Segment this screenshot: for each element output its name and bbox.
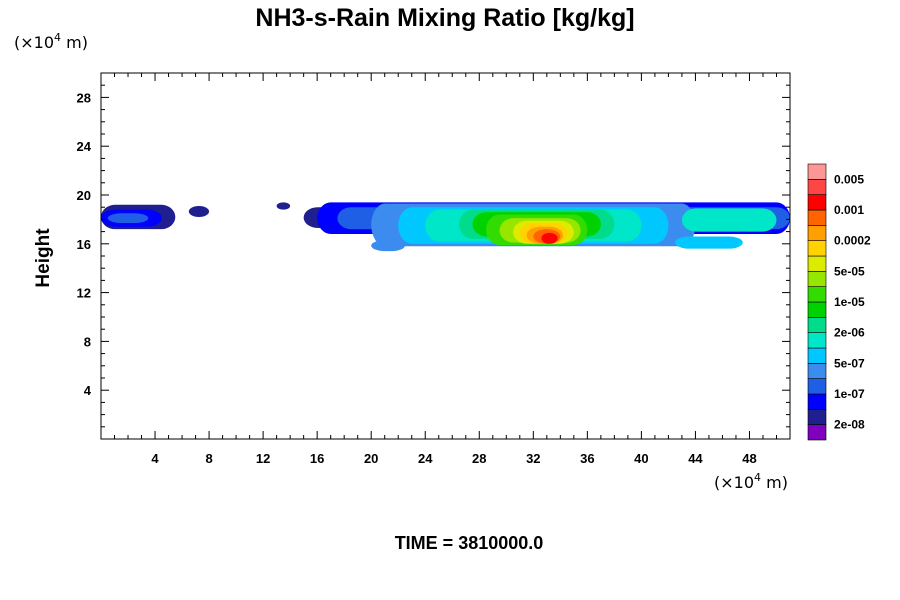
colorbar-label: 0.001 [834, 203, 864, 217]
y-unit-label: (×104 m) [14, 31, 88, 52]
x-tick-label: 28 [472, 451, 486, 466]
plot-background [101, 73, 790, 439]
colorbar-swatch [807, 194, 827, 211]
x-tick-label: 12 [256, 451, 270, 466]
x-axis: 4 8 12 16 20 24 28 32 36 40 44 48 [114, 73, 777, 466]
colorbar-swatch [807, 301, 827, 318]
x-tick-label: 48 [742, 451, 756, 466]
colorbar-label: 5e-07 [834, 356, 865, 370]
chart-title: NH3-s-Rain Mixing Ratio [kg/kg] [255, 4, 634, 32]
x-tick-label: 24 [418, 451, 433, 466]
y-tick-label: 28 [77, 90, 91, 105]
x-tick-label: 8 [205, 451, 212, 466]
x-tick-label: 36 [580, 451, 594, 466]
x-tick-label: 20 [364, 451, 378, 466]
y-tick-label: 24 [77, 139, 92, 154]
y-tick-label: 8 [84, 334, 91, 349]
colorbar-label: 5e-05 [834, 264, 865, 278]
x-tick-label: 44 [688, 451, 703, 466]
contour-region-14 [681, 208, 777, 232]
colorbar-swatch [807, 424, 827, 441]
contour-region-13 [675, 236, 743, 249]
y-tick-label: 20 [77, 188, 91, 203]
colorbar-swatch [807, 163, 827, 180]
colorbar-swatch [807, 240, 827, 257]
colorbar-swatch [807, 225, 827, 241]
colorbar-label: 0.0002 [834, 234, 871, 248]
y-tick-label: 12 [77, 286, 91, 301]
y-tick-label: 16 [77, 237, 91, 252]
contour-region-3 [107, 213, 149, 224]
colorbar-swatch [807, 332, 827, 349]
contour-region-10 [371, 240, 405, 252]
colorbar-label: 1e-05 [834, 295, 865, 309]
colorbar-label: 2e-08 [834, 418, 865, 432]
contour-region-5 [276, 202, 291, 210]
colorbar-swatch [807, 286, 827, 303]
colorbar-swatch [807, 347, 827, 364]
colorbar-swatch [807, 209, 827, 226]
y-axis-label: Height [33, 228, 54, 288]
colorbar-swatch [807, 363, 827, 379]
colorbar-label: 1e-07 [834, 387, 865, 401]
x-unit-label: (×104 m) [714, 471, 788, 492]
contour-regions [101, 202, 790, 252]
y-tick-label: 4 [84, 383, 92, 398]
colorbar-swatch [807, 409, 827, 425]
colorbar-swatch [807, 271, 827, 287]
time-label: TIME = 3810000.0 [395, 533, 544, 553]
colorbar-swatch [807, 317, 827, 333]
x-tick-label: 32 [526, 451, 540, 466]
x-tick-label: 16 [310, 451, 324, 466]
x-tick-label: 40 [634, 451, 648, 466]
colorbar-label: 0.005 [834, 172, 864, 186]
colorbar-swatch [807, 378, 827, 395]
colorbar-swatch [807, 393, 827, 410]
colorbar-swatch [807, 255, 827, 272]
colorbar: 2e-08 1e-07 5e-07 2e-06 1e-05 5e-05 0.0002 0.00… [807, 163, 871, 441]
x-tick-label: 4 [151, 451, 159, 466]
contour-region-4 [188, 205, 210, 217]
y-axis: 4 8 12 16 20 24 28 [77, 84, 790, 428]
contour-region-23 [541, 232, 558, 244]
colorbar-swatch [807, 179, 827, 195]
colorbar-label: 2e-06 [834, 326, 865, 340]
